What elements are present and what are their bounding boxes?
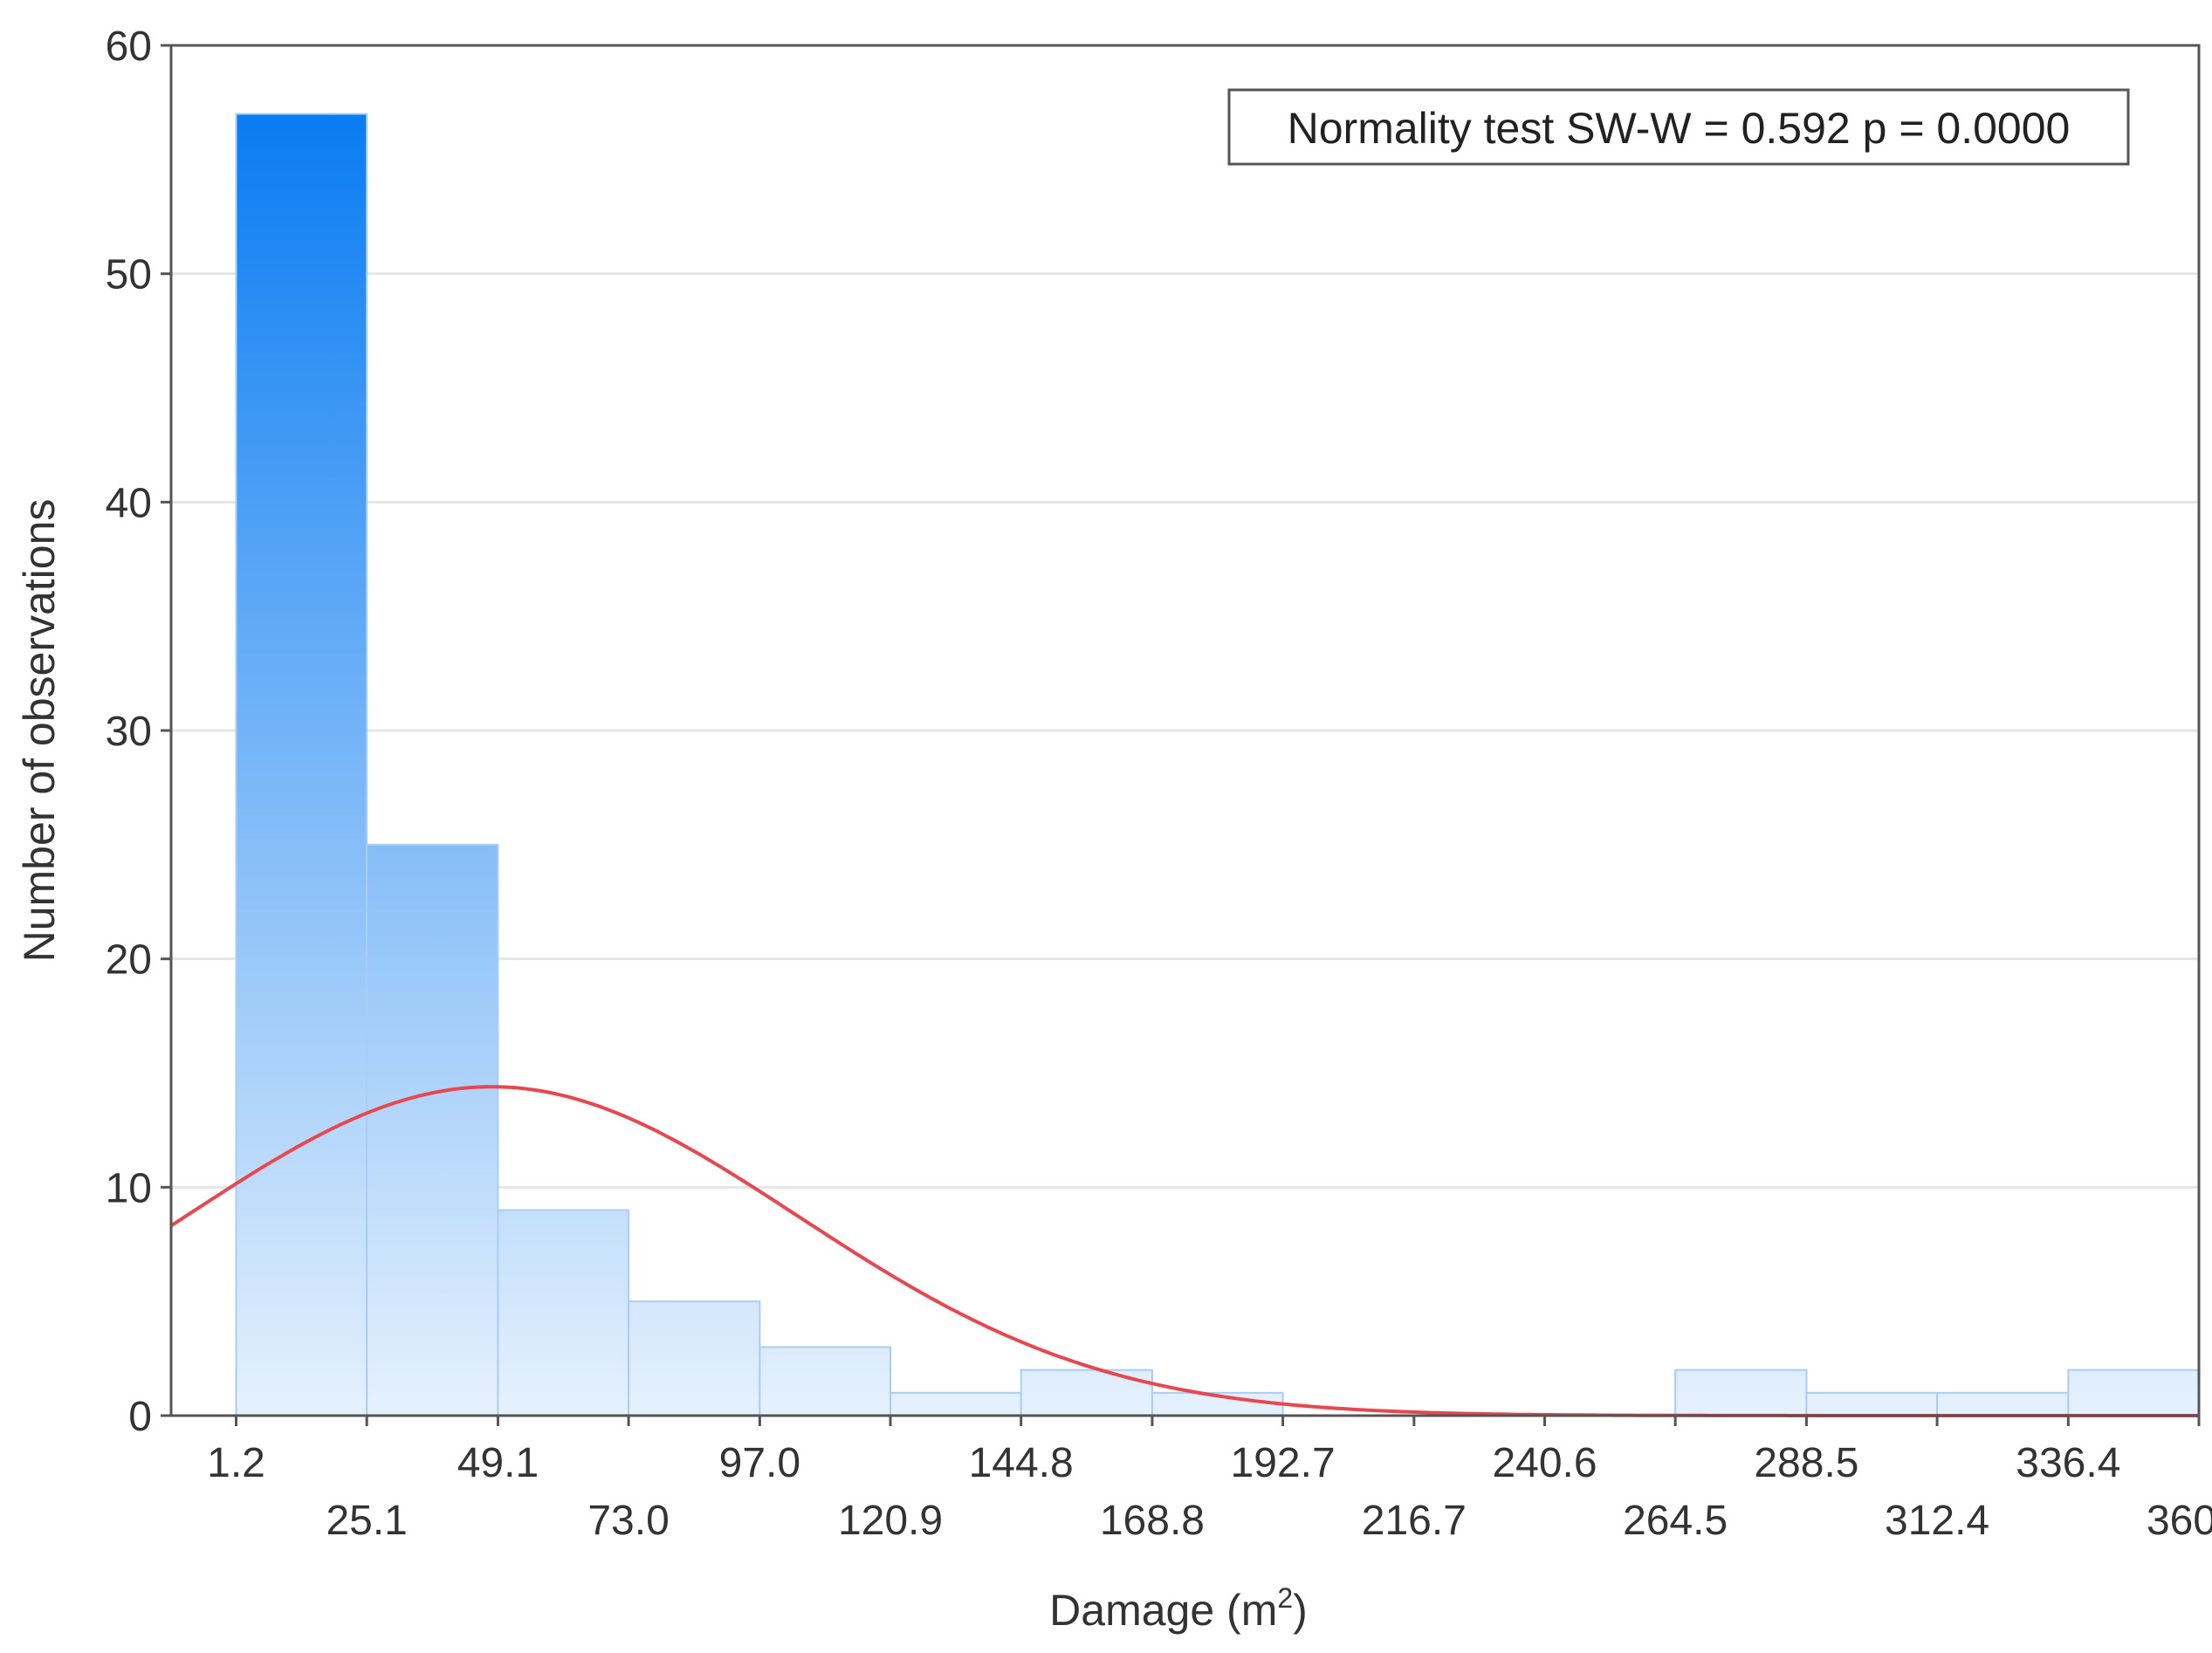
x-tick-label: 288.5 bbox=[1754, 1440, 1858, 1486]
x-tick-label: 264.5 bbox=[1623, 1498, 1728, 1544]
y-axis-ticks: 0 10 20 30 40 50 60 bbox=[106, 24, 171, 1440]
histogram-bar bbox=[1020, 1368, 1153, 1416]
gridlines bbox=[171, 272, 2199, 1189]
y-tick-label: 60 bbox=[106, 24, 152, 70]
y-tick-label: 10 bbox=[106, 1165, 152, 1211]
histogram-bar bbox=[497, 1209, 630, 1416]
legend-frame bbox=[1227, 88, 2130, 166]
x-axis-label-main: Damage (m bbox=[1049, 1586, 1277, 1635]
x-tick-label: 312.4 bbox=[1885, 1498, 1989, 1544]
y-tick-label: 30 bbox=[106, 709, 152, 755]
x-tick-label: 240.6 bbox=[1492, 1440, 1597, 1486]
x-tick-label: 144.8 bbox=[969, 1440, 1074, 1486]
histogram-bar bbox=[759, 1346, 892, 1416]
legend-box: Normality test SW-W = 0.592 p = 0.0000 bbox=[1227, 88, 2130, 166]
histogram-bar bbox=[1805, 1391, 1939, 1417]
x-tick-label: 192.7 bbox=[1231, 1440, 1336, 1486]
histogram-bar bbox=[2067, 1368, 2201, 1416]
histogram-bars bbox=[235, 113, 2201, 1417]
x-tick-label: 336.4 bbox=[2016, 1440, 2120, 1486]
y-axis-label: Number of observations bbox=[15, 499, 64, 963]
x-axis-label: Damage (m2) bbox=[1049, 1582, 1308, 1635]
x-tick-label: 49.1 bbox=[457, 1440, 539, 1486]
y-tick-label: 20 bbox=[106, 937, 152, 984]
y-tick-label: 0 bbox=[128, 1394, 152, 1440]
histogram-bar bbox=[235, 113, 368, 1416]
x-axis-ticks: 1.2 49.1 97.0 144.8 192.7 240.6 288.5 336.4 25.1… bbox=[207, 1416, 2212, 1544]
x-tick-label: 1.2 bbox=[207, 1440, 265, 1486]
x-axis-label-close: ) bbox=[1293, 1586, 1308, 1635]
x-tick-label: 120.9 bbox=[838, 1498, 943, 1544]
histogram-bar bbox=[366, 843, 499, 1416]
x-axis-label-superscript: 2 bbox=[1277, 1582, 1293, 1614]
x-tick-label: 97.0 bbox=[719, 1440, 800, 1486]
x-tick-label: 168.8 bbox=[1100, 1498, 1205, 1544]
x-tick-label: 25.1 bbox=[326, 1498, 407, 1544]
histogram-bar bbox=[1936, 1391, 2070, 1417]
x-tick-label: 360.3 bbox=[2147, 1498, 2212, 1544]
x-tick-label: 216.7 bbox=[1362, 1498, 1467, 1544]
histogram-bar bbox=[628, 1300, 761, 1416]
y-tick-label: 40 bbox=[106, 480, 152, 526]
histogram-bar bbox=[1674, 1368, 1808, 1416]
legend-text: Normality test SW-W = 0.592 p = 0.0000 bbox=[1288, 104, 2071, 153]
y-tick-label: 50 bbox=[106, 252, 152, 298]
histogram-bar bbox=[890, 1391, 1022, 1417]
x-tick-label: 73.0 bbox=[587, 1498, 669, 1544]
